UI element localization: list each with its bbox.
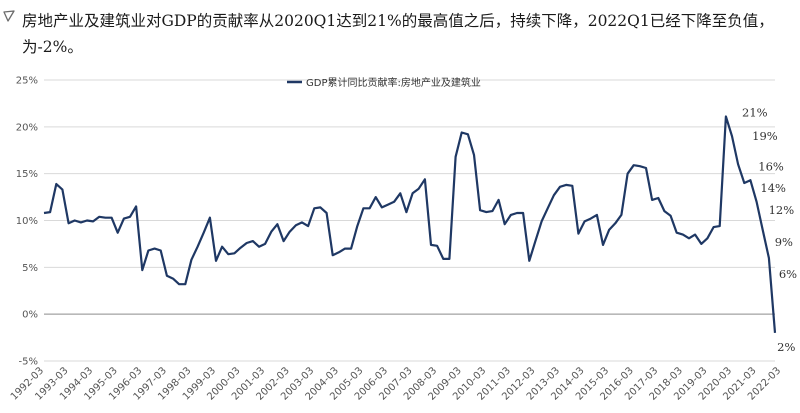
y-tick-label: 20% <box>16 122 38 133</box>
data-label: 6% <box>779 267 797 281</box>
data-label: 12% <box>769 203 795 217</box>
y-axis: -5% 0% 5% 10% 15% 20% 25% <box>16 76 38 368</box>
line-chart: -5% 0% 5% 10% 15% 20% 25% 1992-031993-031994-0… <box>9 76 797 403</box>
legend-label: GDP累计同比贡献率:房地产业及建筑业 <box>306 76 481 89</box>
data-label: 21% <box>742 105 768 119</box>
y-tick-label: 15% <box>16 169 38 180</box>
triangle-marker-icon <box>3 10 15 22</box>
page-title: 房地产业及建筑业对GDP的贡献率从2020Q1达到21%的最高值之后，持续下降，… <box>22 12 774 56</box>
y-tick-label: 5% <box>22 263 38 274</box>
y-tick-label: 25% <box>16 76 38 87</box>
y-tick-label: -5% <box>19 357 38 368</box>
annotations: 21% 19% 16% 14% 12% 9% 6% 2% <box>742 105 797 353</box>
data-label: 19% <box>752 129 778 143</box>
legend: GDP累计同比贡献率:房地产业及建筑业 <box>287 76 481 89</box>
x-axis: 1992-031993-031994-031995-031996-031997-… <box>9 313 783 403</box>
series-line <box>43 115 777 333</box>
data-label: 9% <box>775 235 793 249</box>
series-layer <box>43 115 777 333</box>
header: 房地产业及建筑业对GDP的贡献率从2020Q1达到21%的最高值之后，持续下降，… <box>0 0 800 66</box>
y-tick-label: 0% <box>22 310 38 321</box>
data-label: 16% <box>758 159 784 173</box>
data-label: 14% <box>760 181 786 195</box>
y-tick-label: 10% <box>16 216 38 227</box>
grid-layer <box>44 79 775 362</box>
data-label: 2% <box>777 340 795 354</box>
